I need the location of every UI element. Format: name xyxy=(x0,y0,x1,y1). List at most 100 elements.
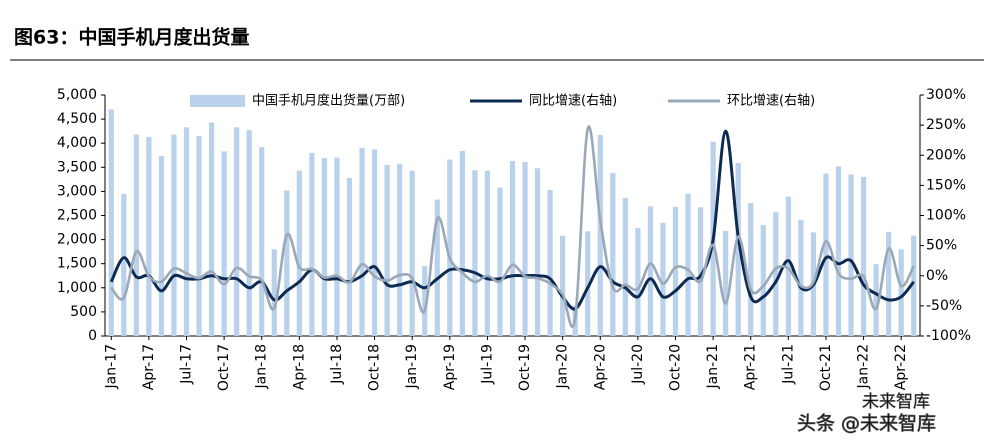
bar xyxy=(208,122,215,336)
bar xyxy=(384,164,390,336)
bar xyxy=(108,109,114,337)
bar xyxy=(660,222,666,336)
y-tick-label: 500 xyxy=(70,304,97,320)
y-tick-label: 2,500 xyxy=(57,208,97,224)
bar xyxy=(585,231,591,336)
y2-tick-label: 0% xyxy=(926,268,948,284)
y2-tick-label: 300% xyxy=(926,87,966,103)
bar xyxy=(171,134,177,336)
x-tick-label: Oct-19 xyxy=(517,344,533,391)
x-tick-label: Jul-19 xyxy=(479,344,495,385)
bar xyxy=(346,177,353,336)
x-tick-label: Jul-18 xyxy=(329,344,345,385)
y-tick-label: 1,500 xyxy=(57,256,97,272)
bar xyxy=(497,187,503,336)
line xyxy=(109,129,915,311)
bar xyxy=(873,264,879,336)
y2-tick-label: 100% xyxy=(926,208,966,224)
y-tick-label: 0 xyxy=(88,328,97,344)
x-tick-label: Jul-20 xyxy=(630,344,646,385)
bar xyxy=(434,199,440,336)
bar xyxy=(196,135,202,336)
y2-tick-label: 250% xyxy=(926,117,966,133)
bar xyxy=(522,161,528,336)
bar xyxy=(234,127,240,336)
bar xyxy=(735,162,741,336)
y-tick-label: 4,000 xyxy=(57,135,97,151)
x-tick-label: Apr-21 xyxy=(743,344,759,390)
bar xyxy=(397,163,403,336)
bar xyxy=(459,150,465,336)
x-tick-label: Apr-20 xyxy=(592,344,608,390)
bar xyxy=(723,230,729,336)
legend-label: 中国手机月度出货量(万部) xyxy=(252,93,405,109)
bar xyxy=(321,158,328,336)
bar xyxy=(760,225,766,336)
line xyxy=(110,125,915,329)
bar xyxy=(146,136,152,336)
bar xyxy=(221,151,227,336)
x-tick-label: Apr-18 xyxy=(291,344,307,390)
bar xyxy=(823,173,829,336)
bar xyxy=(860,176,867,336)
bar xyxy=(622,198,628,336)
bar xyxy=(509,161,516,336)
bar xyxy=(309,152,315,336)
bar xyxy=(697,207,704,336)
bar xyxy=(672,206,679,336)
bar xyxy=(560,235,566,336)
bar xyxy=(121,193,127,336)
bar xyxy=(886,231,892,336)
bar xyxy=(534,168,541,336)
y2-tick-label: -50% xyxy=(926,298,962,314)
bar xyxy=(798,219,804,336)
bar xyxy=(911,235,917,336)
bar xyxy=(422,266,428,336)
bar xyxy=(547,189,553,336)
legend-label: 环比增速(右轴) xyxy=(727,94,815,109)
bar xyxy=(597,135,603,336)
bar xyxy=(748,202,754,336)
watermark: 未来智库 xyxy=(862,392,930,412)
bar xyxy=(685,193,691,336)
bar xyxy=(472,170,478,336)
y-tick-label: 4,500 xyxy=(57,111,97,127)
x-tick-label: Jul-17 xyxy=(179,344,195,385)
y2-tick-label: -100% xyxy=(926,328,971,344)
bar xyxy=(447,159,453,336)
bar xyxy=(371,149,378,336)
y2-tick-label: 200% xyxy=(926,147,966,163)
x-tick-label: Oct-20 xyxy=(668,344,684,391)
x-tick-label: Apr-17 xyxy=(141,344,157,390)
x-tick-label: Oct-17 xyxy=(216,344,232,391)
bar xyxy=(898,249,904,336)
bar xyxy=(246,130,252,336)
y2-tick-label: 50% xyxy=(926,238,957,254)
y-tick-label: 3,000 xyxy=(57,183,97,199)
bar xyxy=(183,127,190,336)
bar xyxy=(133,134,139,336)
x-tick-label: Jan-21 xyxy=(705,344,721,389)
bar xyxy=(835,166,842,336)
bar xyxy=(785,196,791,336)
x-tick-label: Jan-20 xyxy=(555,344,571,389)
bar xyxy=(296,170,302,336)
legend-swatch xyxy=(190,95,245,107)
bar xyxy=(284,190,290,336)
bar xyxy=(271,249,277,336)
x-tick-label: Oct-21 xyxy=(818,344,834,391)
x-tick-label: Jan-18 xyxy=(254,344,270,389)
bar xyxy=(484,170,491,336)
y-tick-label: 3,500 xyxy=(57,159,97,175)
legend-label: 同比增速(右轴) xyxy=(529,94,617,109)
bar xyxy=(773,212,779,336)
x-tick-label: Apr-22 xyxy=(893,344,909,390)
bar xyxy=(409,170,415,336)
x-tick-label: Apr-19 xyxy=(442,344,458,390)
bar xyxy=(635,228,641,336)
x-tick-label: Jan-17 xyxy=(103,344,119,389)
bar xyxy=(158,156,165,336)
y-tick-label: 2,000 xyxy=(57,232,97,248)
y-tick-label: 1,000 xyxy=(57,280,97,296)
